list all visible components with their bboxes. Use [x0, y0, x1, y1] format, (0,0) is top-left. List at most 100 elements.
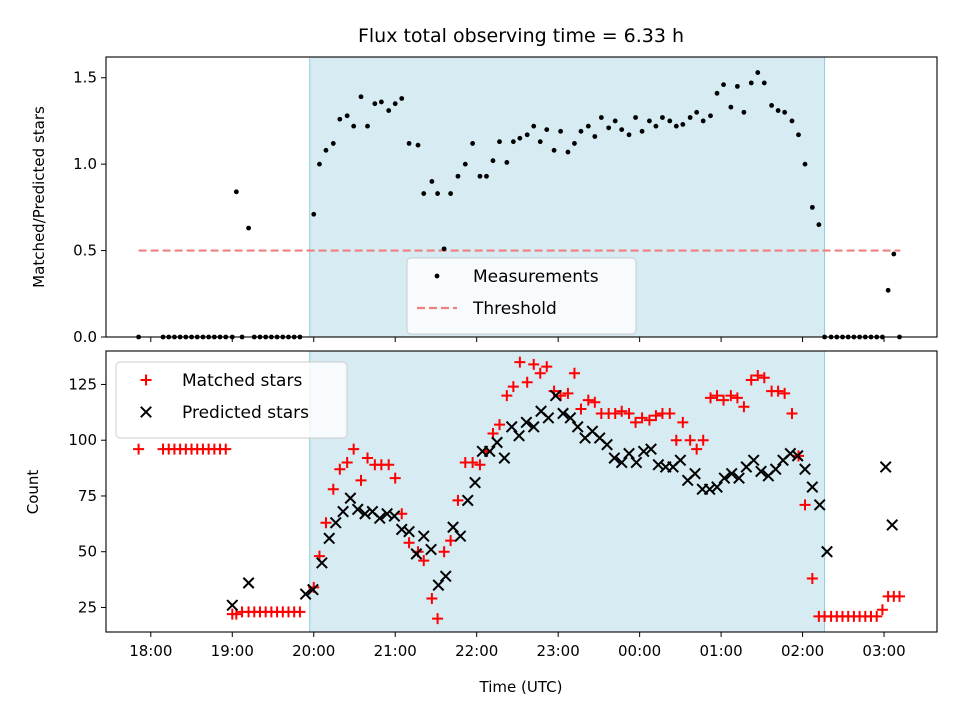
measurements-point: [415, 142, 421, 148]
measurements-point: [517, 135, 523, 141]
matched-stars-point: [432, 613, 444, 625]
measurements-point: [761, 80, 767, 86]
measurements-point: [708, 113, 713, 119]
bottom-panel: 25 50 75 100 125 18:00 19:00 20:00 21:00 22:00 23:…: [24, 350, 938, 696]
top-legend-label: Threshold: [472, 299, 557, 319]
predicted-stars-point: [520, 416, 533, 429]
matched-stars-point: [445, 535, 457, 547]
matched-stars-point: [362, 452, 374, 464]
predicted-stars-point: [821, 545, 833, 558]
measurements-point: [755, 70, 761, 75]
predicted-stars-point: [315, 556, 328, 569]
matched-stars-legend-marker: [140, 374, 152, 386]
x-tick-label: 01:00: [699, 642, 742, 660]
matched-stars-point: [320, 517, 332, 529]
predicted-stars-point: [674, 454, 687, 467]
predicted-stars-point: [601, 438, 613, 451]
matched-stars-point: [876, 604, 888, 616]
measurements-point: [490, 158, 496, 164]
predicted-stars-point: [461, 494, 474, 507]
measurements-point: [714, 90, 720, 96]
matched-stars-point: [467, 457, 479, 469]
predicted-stars-point: [395, 523, 408, 536]
matched-stars-point: [616, 405, 628, 417]
matched-stars-point: [718, 394, 730, 406]
measurements-point: [351, 123, 357, 129]
x-tick-label: 02:00: [781, 642, 824, 660]
measurements-point: [796, 132, 801, 138]
predicted-stars-point: [527, 420, 540, 433]
measurements-point: [558, 128, 564, 134]
predicted-stars-point: [769, 463, 782, 476]
predicted-stars-point: [432, 579, 445, 592]
x-tick-label: 00:00: [618, 642, 661, 660]
bottom-y-tick-label: 125: [68, 375, 97, 393]
predicted-stars-legend-marker: [140, 406, 152, 418]
predicted-stars-point: [879, 461, 892, 473]
measurements-point: [477, 173, 483, 179]
top-y-tick-label: 0.0: [73, 328, 97, 346]
matched-stars-point: [521, 376, 533, 388]
measurements-point: [775, 108, 781, 113]
measurements-point: [653, 123, 659, 129]
predicted-stars-point: [645, 443, 657, 456]
measurements-point: [544, 127, 550, 132]
matched-stars-point: [389, 472, 401, 484]
top-y-tick-label: 1.0: [73, 155, 97, 173]
predicted-stars-point: [498, 452, 511, 464]
measurements-point: [592, 134, 598, 139]
top-legend-label: Measurements: [473, 267, 599, 287]
matched-stars-point: [758, 372, 770, 384]
matched-stars-point: [664, 407, 676, 419]
matched-stars-point: [355, 474, 367, 486]
measurements-point: [741, 109, 747, 115]
predicted-stars-point: [630, 456, 643, 469]
measurements-point: [524, 132, 530, 138]
matched-stars-point: [772, 385, 784, 397]
matched-stars-point: [501, 390, 513, 402]
matched-stars-point: [507, 381, 519, 393]
matched-stars-point: [514, 356, 526, 368]
matched-stars-point: [731, 392, 743, 404]
measurements-point: [694, 109, 700, 115]
measurements-point: [680, 122, 686, 127]
matched-stars-point: [528, 358, 540, 370]
matched-stars-point: [334, 463, 346, 475]
matched-stars-point: [534, 367, 546, 379]
measurements-point: [455, 173, 461, 179]
predicted-stars-point: [747, 454, 760, 467]
predicted-stars-point: [784, 447, 797, 460]
matched-stars-point: [786, 407, 798, 419]
top-chart-title: Flux total observing time = 6.33 h: [358, 25, 684, 47]
measurements-point: [429, 179, 435, 184]
predicted-stars-point: [323, 532, 336, 545]
measurements-point: [885, 287, 891, 293]
measurements-point: [802, 161, 808, 167]
matched-stars-point: [691, 443, 703, 455]
matched-stars-point: [684, 434, 696, 446]
measurements-point: [891, 251, 897, 257]
matched-stars-point: [677, 416, 689, 428]
predicted-stars-point: [403, 525, 415, 538]
predicted-stars-point: [381, 507, 393, 520]
x-tick-label: 23:00: [537, 642, 580, 660]
measurements-point: [816, 222, 822, 228]
predicted-stars-point: [718, 472, 731, 485]
x-tick-label: 20:00: [292, 642, 335, 660]
bottom-legend-box: [115, 361, 348, 439]
matched-stars-point: [133, 443, 145, 455]
matched-stars-point: [670, 434, 682, 446]
predicted-stars-point: [439, 570, 452, 583]
matched-stars-point: [294, 606, 306, 618]
matched-stars-point: [623, 407, 635, 419]
measurements-point: [565, 149, 571, 155]
predicted-stars-point: [417, 530, 430, 543]
matched-stars-point: [806, 572, 818, 584]
predicted-stars-point: [637, 445, 650, 458]
matched-stars-point: [541, 361, 553, 373]
predicted-stars-point: [571, 420, 584, 433]
matched-stars-point: [752, 370, 764, 382]
measurements-point: [372, 101, 378, 107]
measurements-point: [330, 141, 336, 146]
predicted-stars-point: [483, 445, 496, 458]
